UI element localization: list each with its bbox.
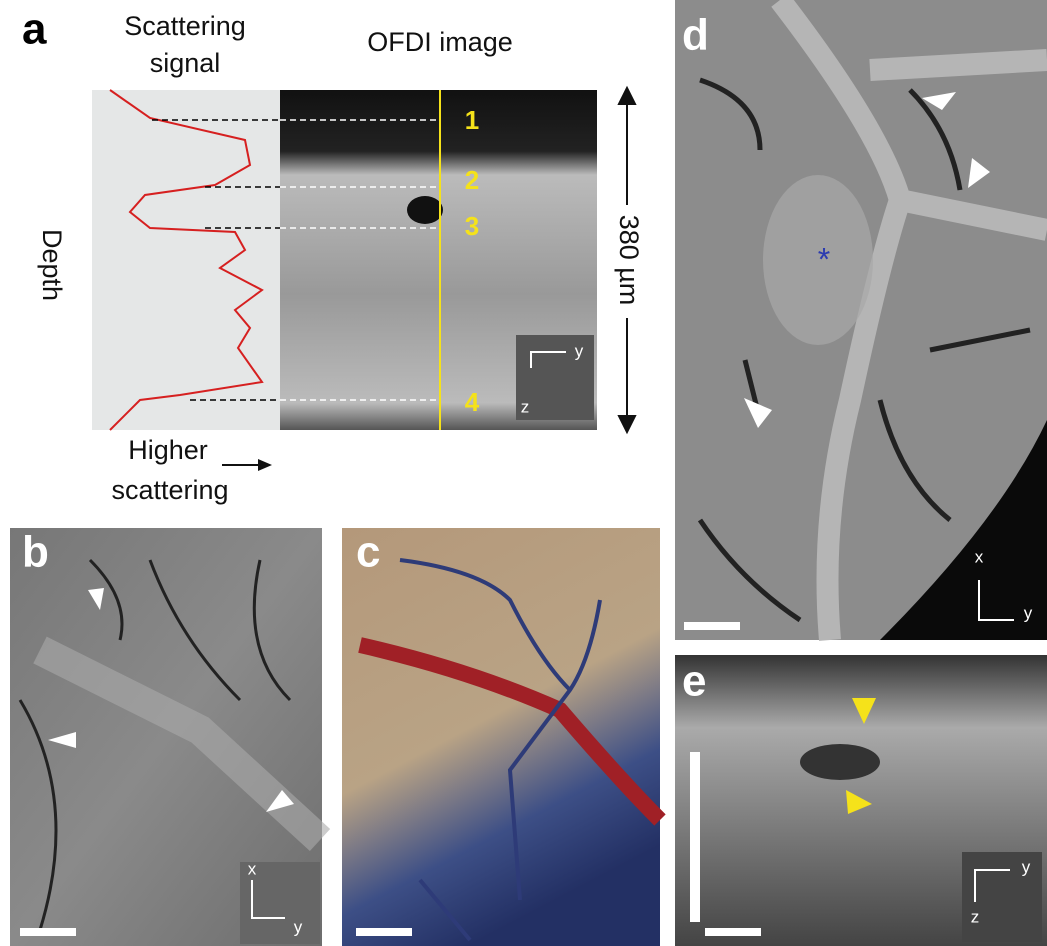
axis-label: y bbox=[1024, 603, 1033, 622]
depth-marker: 4 bbox=[465, 387, 480, 417]
panel-label: b bbox=[22, 528, 49, 577]
figure: a Scattering signal OFDI image y z 1 2 3… bbox=[0, 0, 1047, 946]
panel-label: a bbox=[22, 5, 47, 54]
panel-label: e bbox=[682, 657, 706, 706]
axis-label: y bbox=[1022, 857, 1031, 876]
signal-title: Scattering bbox=[124, 11, 246, 41]
vertical-scale-bar bbox=[690, 752, 700, 922]
scale-bar bbox=[20, 928, 76, 936]
scatter-label: Higher bbox=[128, 435, 208, 465]
axis-label: y bbox=[575, 341, 584, 360]
tumor-marker: * bbox=[818, 241, 830, 277]
panel-label: c bbox=[356, 528, 380, 577]
lesion bbox=[800, 744, 880, 780]
arrow-head bbox=[258, 459, 272, 471]
scale-bar bbox=[684, 622, 740, 630]
axis-label: z bbox=[521, 397, 530, 416]
scale-bar bbox=[356, 928, 412, 936]
axis-label: z bbox=[971, 907, 980, 926]
depth-marker: 1 bbox=[465, 105, 479, 135]
axis-label: x bbox=[975, 547, 984, 566]
scatter-label: scattering bbox=[111, 475, 228, 505]
panel-label: d bbox=[682, 11, 709, 60]
axis-label: x bbox=[248, 859, 257, 878]
scale-bar bbox=[705, 928, 761, 936]
signal-title: signal bbox=[150, 48, 221, 78]
depth-marker: 2 bbox=[465, 165, 479, 195]
axis-label: y bbox=[294, 917, 303, 936]
signal-panel bbox=[92, 90, 280, 430]
depth-label: Depth bbox=[37, 229, 67, 301]
scale-label: 380 µm bbox=[614, 215, 644, 306]
depth-marker: 3 bbox=[465, 211, 479, 241]
image-title: OFDI image bbox=[367, 27, 513, 57]
lesion bbox=[407, 196, 443, 224]
